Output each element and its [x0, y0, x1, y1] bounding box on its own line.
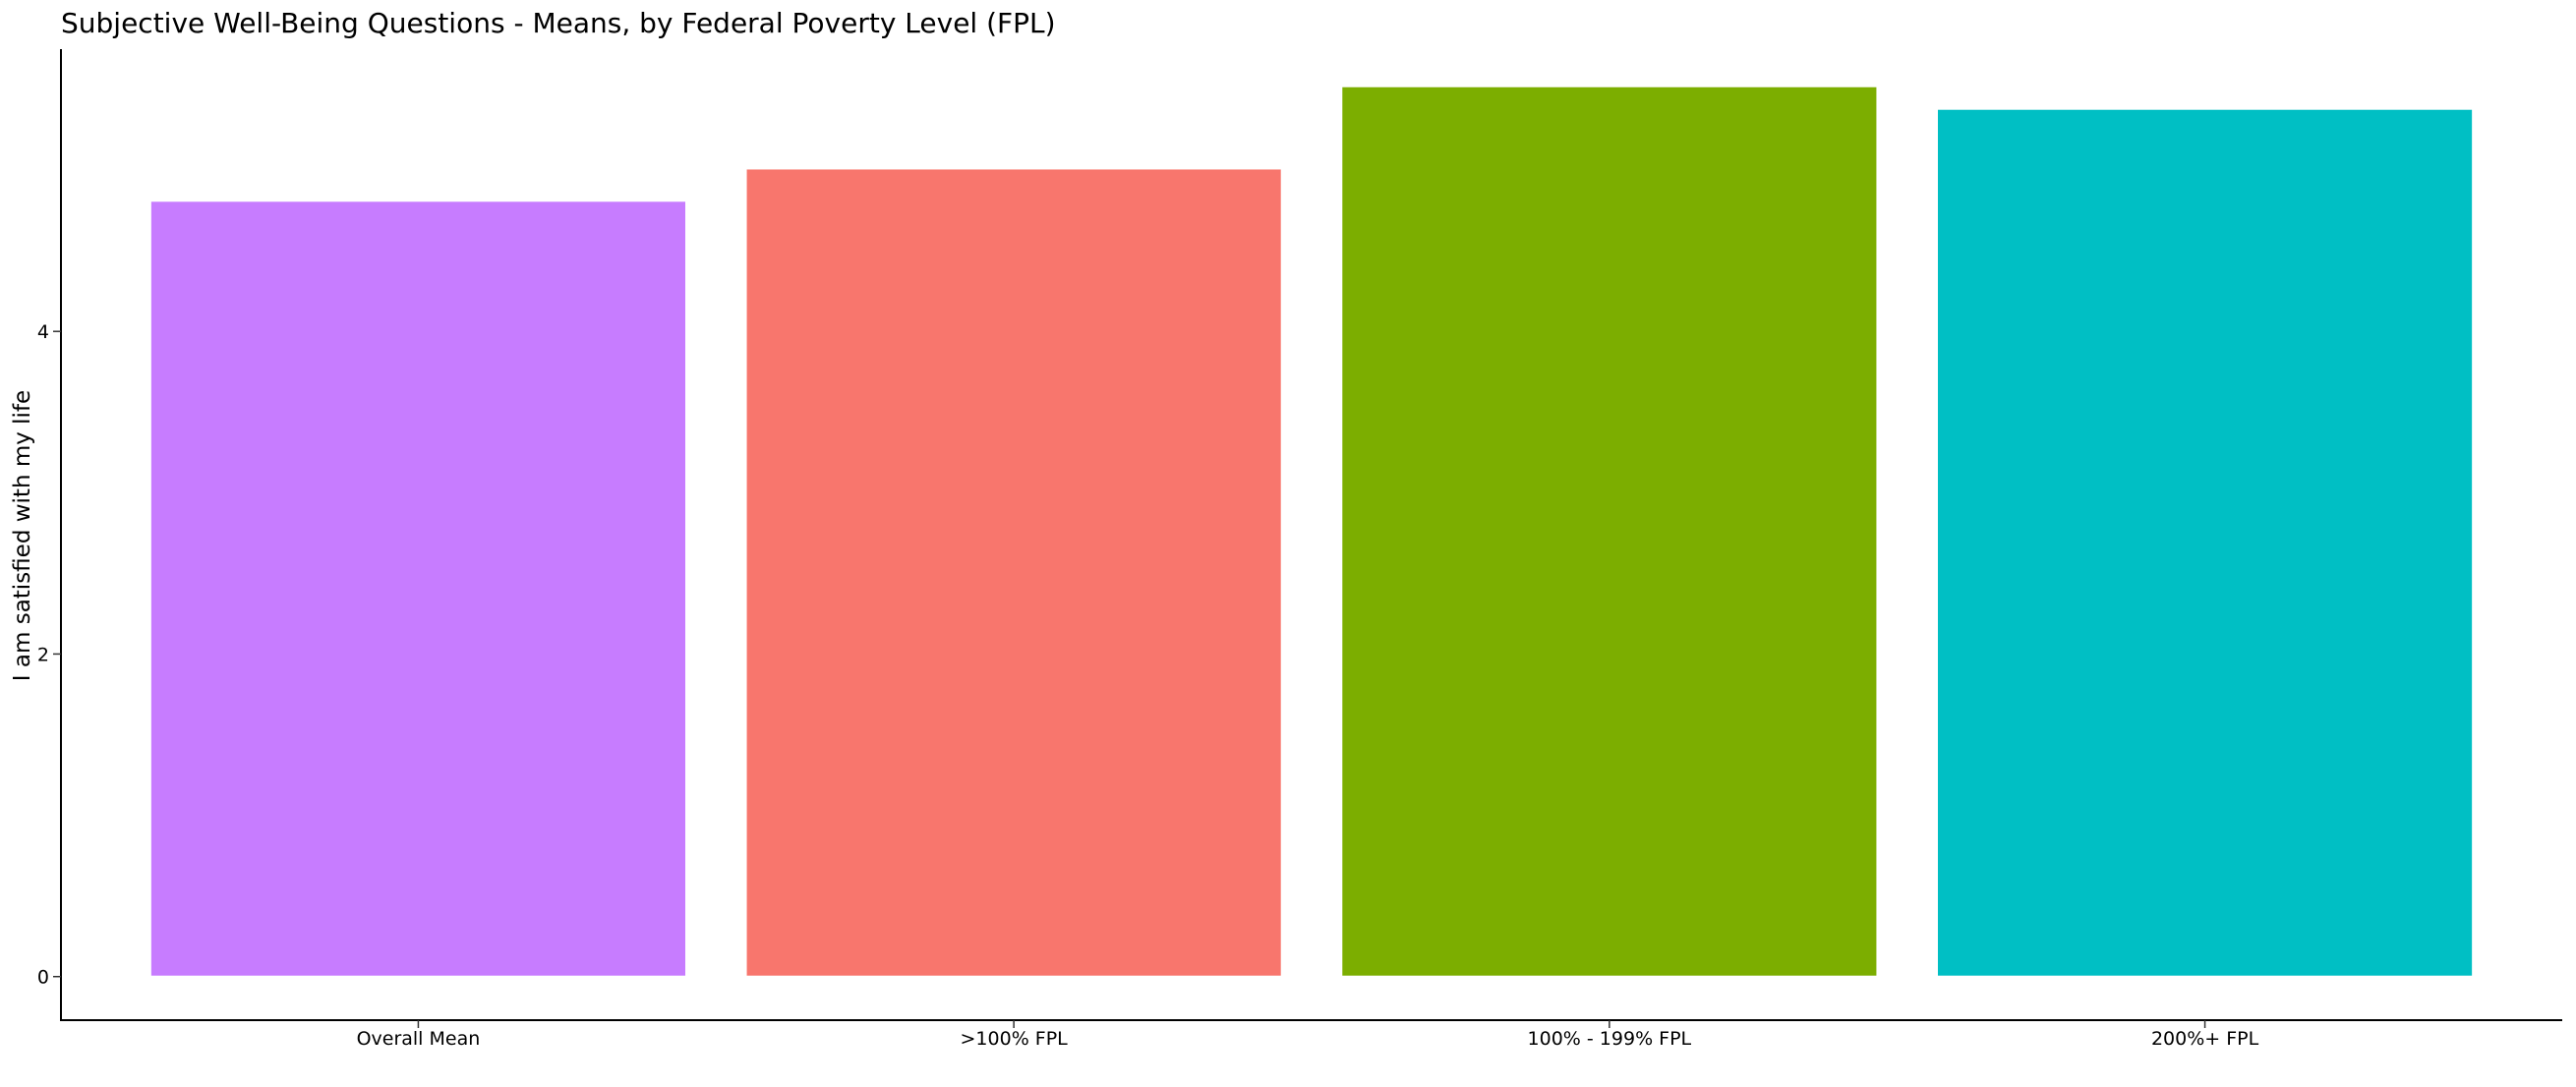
- y-tick-label: 0: [37, 967, 49, 989]
- x-tick-label: 200%+ FPL: [2151, 1028, 2259, 1050]
- bar-1: [744, 167, 1283, 978]
- bar-0: [148, 200, 688, 978]
- chart-title: Subjective Well-Being Questions - Means,…: [61, 7, 1056, 39]
- y-tick-label: 4: [37, 321, 49, 343]
- x-tick-label: 100% - 199% FPL: [1528, 1028, 1692, 1050]
- y-tick-label: 2: [37, 644, 49, 665]
- x-tick-label: >100% FPL: [961, 1028, 1069, 1050]
- y-axis-label: I am satisfied with my life: [10, 390, 35, 681]
- x-ticks-group: Overall Mean >100% FPL 100% - 199% FPL 200%…: [357, 1020, 2259, 1050]
- x-tick-label: Overall Mean: [357, 1028, 481, 1050]
- y-ticks-group: 0 2 4: [37, 321, 61, 989]
- bars-group: [148, 85, 2475, 978]
- bar-3: [1936, 107, 2475, 978]
- bar-2: [1340, 85, 1879, 978]
